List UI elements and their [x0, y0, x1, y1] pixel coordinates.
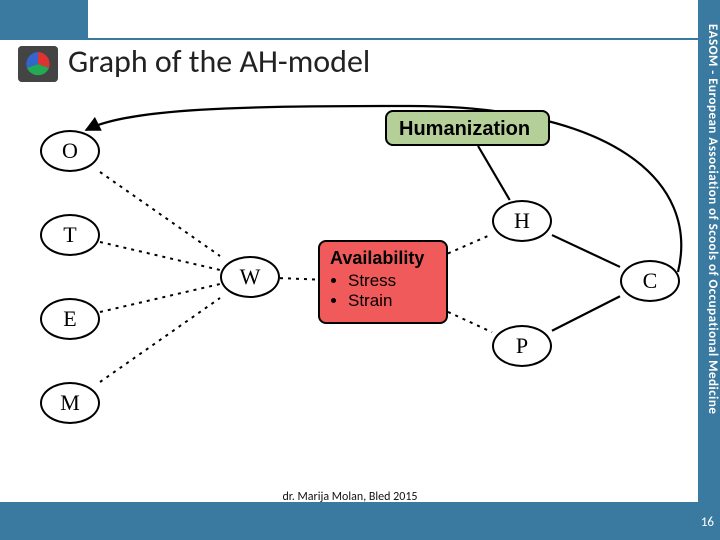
- logo-icon: [18, 46, 58, 82]
- availability-bullets: Stress Strain: [348, 271, 436, 311]
- availability-bullet: Stress: [348, 271, 436, 291]
- node-t: T: [40, 214, 100, 256]
- ah-model-diagram: Humanization Availability Stress Strain …: [10, 100, 700, 495]
- node-m: M: [40, 382, 100, 424]
- header-rule: [0, 38, 720, 40]
- node-p: P: [492, 325, 552, 367]
- node-o: O: [40, 130, 100, 172]
- sidebar-org-label: EASOM - European Association of Scools o…: [698, 0, 720, 502]
- availability-title: Availability: [330, 248, 436, 269]
- node-c: C: [620, 260, 680, 302]
- node-w: W: [220, 256, 280, 298]
- availability-bullet: Strain: [348, 291, 436, 311]
- header-accent-block: [0, 0, 88, 38]
- slide-title: Graph of the AH-model: [68, 42, 370, 81]
- humanization-box: Humanization: [385, 110, 550, 146]
- availability-box: Availability Stress Strain: [318, 240, 448, 324]
- node-e: E: [40, 298, 100, 340]
- footer-band: [0, 502, 720, 540]
- page-number: 16: [701, 515, 714, 530]
- node-h: H: [492, 200, 552, 242]
